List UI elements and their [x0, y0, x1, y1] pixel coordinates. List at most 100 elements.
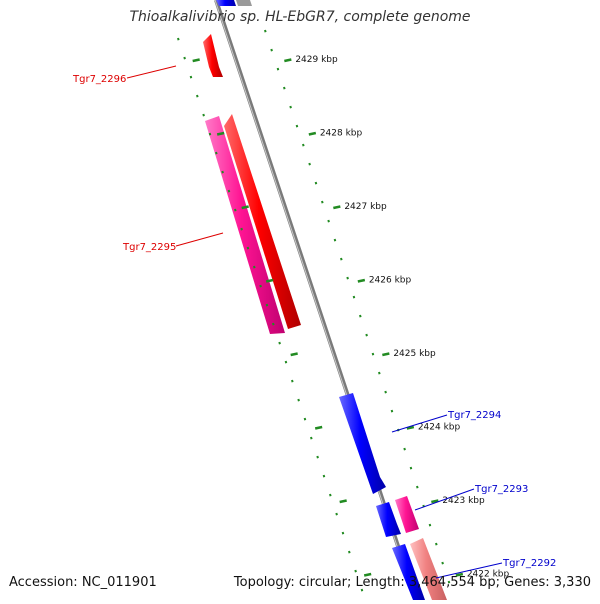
ruler-dot — [289, 105, 292, 109]
gene-label-tgr7-2296[interactable]: Tgr7_2296 — [72, 74, 126, 85]
ruler-dot — [253, 265, 256, 269]
gene-label-leader — [126, 65, 177, 79]
gene-label-leader — [414, 488, 475, 511]
ruler-major-tick — [241, 205, 249, 210]
ruler-dot — [202, 113, 205, 117]
ruler-dot — [264, 29, 267, 33]
genome-backbone-highlight — [214, 0, 416, 601]
gene-tgr7-2294-arrow[interactable] — [339, 393, 386, 494]
ruler-major-tick — [382, 352, 390, 357]
gene-label-layer: Tgr7_2296 Tgr7_2295 Tgr7_2294 Tgr7_2293 Tgr7… — [72, 65, 556, 579]
ruler-dot — [314, 181, 318, 185]
ruler-dot — [270, 48, 273, 52]
ruler-major-tick — [290, 352, 298, 357]
ruler-dot — [371, 352, 375, 356]
ruler-dot — [416, 485, 419, 489]
ruler-dot — [390, 409, 394, 413]
ruler-major-tick — [333, 205, 341, 210]
ruler-dot — [259, 284, 262, 288]
ruler-dot — [327, 219, 330, 223]
ruler-dot — [183, 56, 186, 60]
ruler-dot — [333, 238, 337, 242]
gene-label-leader — [435, 562, 503, 579]
gene-label-leader — [175, 232, 224, 247]
ruler-dot — [284, 360, 288, 364]
ruler-dot — [272, 322, 275, 326]
ruler-layer: 2429 kbp 2428 kbp 2427 kbp 2426 kbp 2425 kbp… — [177, 29, 510, 592]
ruler-tick-label: 2424 kbp — [418, 423, 461, 433]
ruler-tick-label: 2427 kbp — [344, 202, 387, 212]
ruler-dot — [208, 132, 212, 136]
gene-label-tgr7-2292[interactable]: Tgr7_2292 — [502, 558, 556, 569]
gene-forward-top-arrow[interactable] — [216, 0, 236, 6]
ruler-dot — [221, 170, 224, 174]
ruler-dot — [276, 67, 280, 71]
ruler-dot — [365, 333, 368, 337]
gene-tgr7-2295-arrow[interactable] — [224, 114, 301, 329]
ruler-dot — [240, 227, 243, 231]
ruler-dot — [246, 246, 250, 250]
ruler-major-tick — [314, 425, 323, 430]
gene-tgr7-2292-arrow[interactable] — [392, 544, 425, 600]
ruler-tick-label: 2425 kbp — [393, 349, 436, 359]
ruler-major-tick — [431, 499, 439, 504]
ruler-dot — [297, 398, 300, 402]
ruler-dot — [360, 588, 364, 592]
ruler-dot — [340, 257, 343, 261]
gene-light-red-arrow[interactable] — [410, 538, 447, 600]
ruler-dot — [283, 86, 286, 90]
ruler-dot — [291, 379, 294, 383]
ruler-tick-label: 2426 kbp — [369, 276, 412, 286]
ruler-major-tick — [308, 131, 317, 136]
ruler-major-tick — [216, 131, 225, 136]
ruler-dot — [409, 466, 413, 470]
ruler-dot — [378, 371, 381, 375]
ruler-major-tick — [284, 58, 292, 63]
ruler-dot — [441, 561, 444, 565]
ruler-dot — [215, 151, 218, 155]
ruler-tick-label: 2422 kbp — [467, 570, 510, 580]
ruler-tick-label: 2429 kbp — [295, 55, 338, 65]
gene-label-tgr7-2294[interactable]: Tgr7_2294 — [447, 410, 501, 421]
ruler-dot — [189, 75, 193, 79]
ruler-dot — [352, 295, 356, 299]
ruler-dot — [329, 493, 332, 497]
ruler-dot — [310, 436, 313, 440]
ruler-dot — [403, 447, 406, 451]
ruler-dot — [447, 580, 451, 584]
ruler-dot — [278, 341, 281, 345]
ruler-dot — [265, 303, 269, 307]
ruler-tick-label: 2428 kbp — [320, 129, 363, 139]
ruler-dot — [341, 531, 345, 535]
ruler-dot — [335, 512, 338, 516]
ruler-dot — [322, 474, 326, 478]
gene-reverse-magenta-arrow[interactable] — [205, 116, 285, 334]
ruler-major-tick — [357, 278, 366, 283]
genome-backbone — [214, 0, 418, 601]
ruler-dot — [177, 37, 180, 41]
gene-tgr7-2293-arrow[interactable] — [376, 502, 401, 537]
ruler-major-tick — [265, 278, 274, 283]
ruler-tick-label: 2423 kbp — [442, 496, 485, 506]
ruler-dot — [348, 550, 351, 554]
accession-text: Accession: NC_011901 — [9, 575, 157, 590]
gene-magenta-forward-arrow[interactable] — [395, 496, 419, 533]
ruler-dot — [384, 390, 387, 394]
ruler-major-tick — [406, 425, 415, 430]
ruler-dot — [196, 94, 199, 98]
ruler-dot — [435, 542, 438, 546]
ruler-major-tick — [455, 572, 464, 577]
gene-tgr7-2296-arrow[interactable] — [203, 34, 223, 77]
gene-label-tgr7-2293[interactable]: Tgr7_2293 — [474, 484, 528, 495]
ruler-major-tick — [363, 572, 372, 577]
page-title: Thioalkalivibrio sp. HL-EbGR7, complete … — [129, 9, 471, 25]
ruler-dot — [321, 200, 324, 204]
gene-label-tgr7-2295[interactable]: Tgr7_2295 — [122, 242, 176, 253]
ruler-dot — [359, 314, 362, 318]
ruler-dot — [227, 189, 231, 193]
ruler-dot — [428, 523, 432, 527]
gene-forward-top-grey[interactable] — [236, 0, 252, 6]
ruler-dot — [346, 276, 349, 280]
